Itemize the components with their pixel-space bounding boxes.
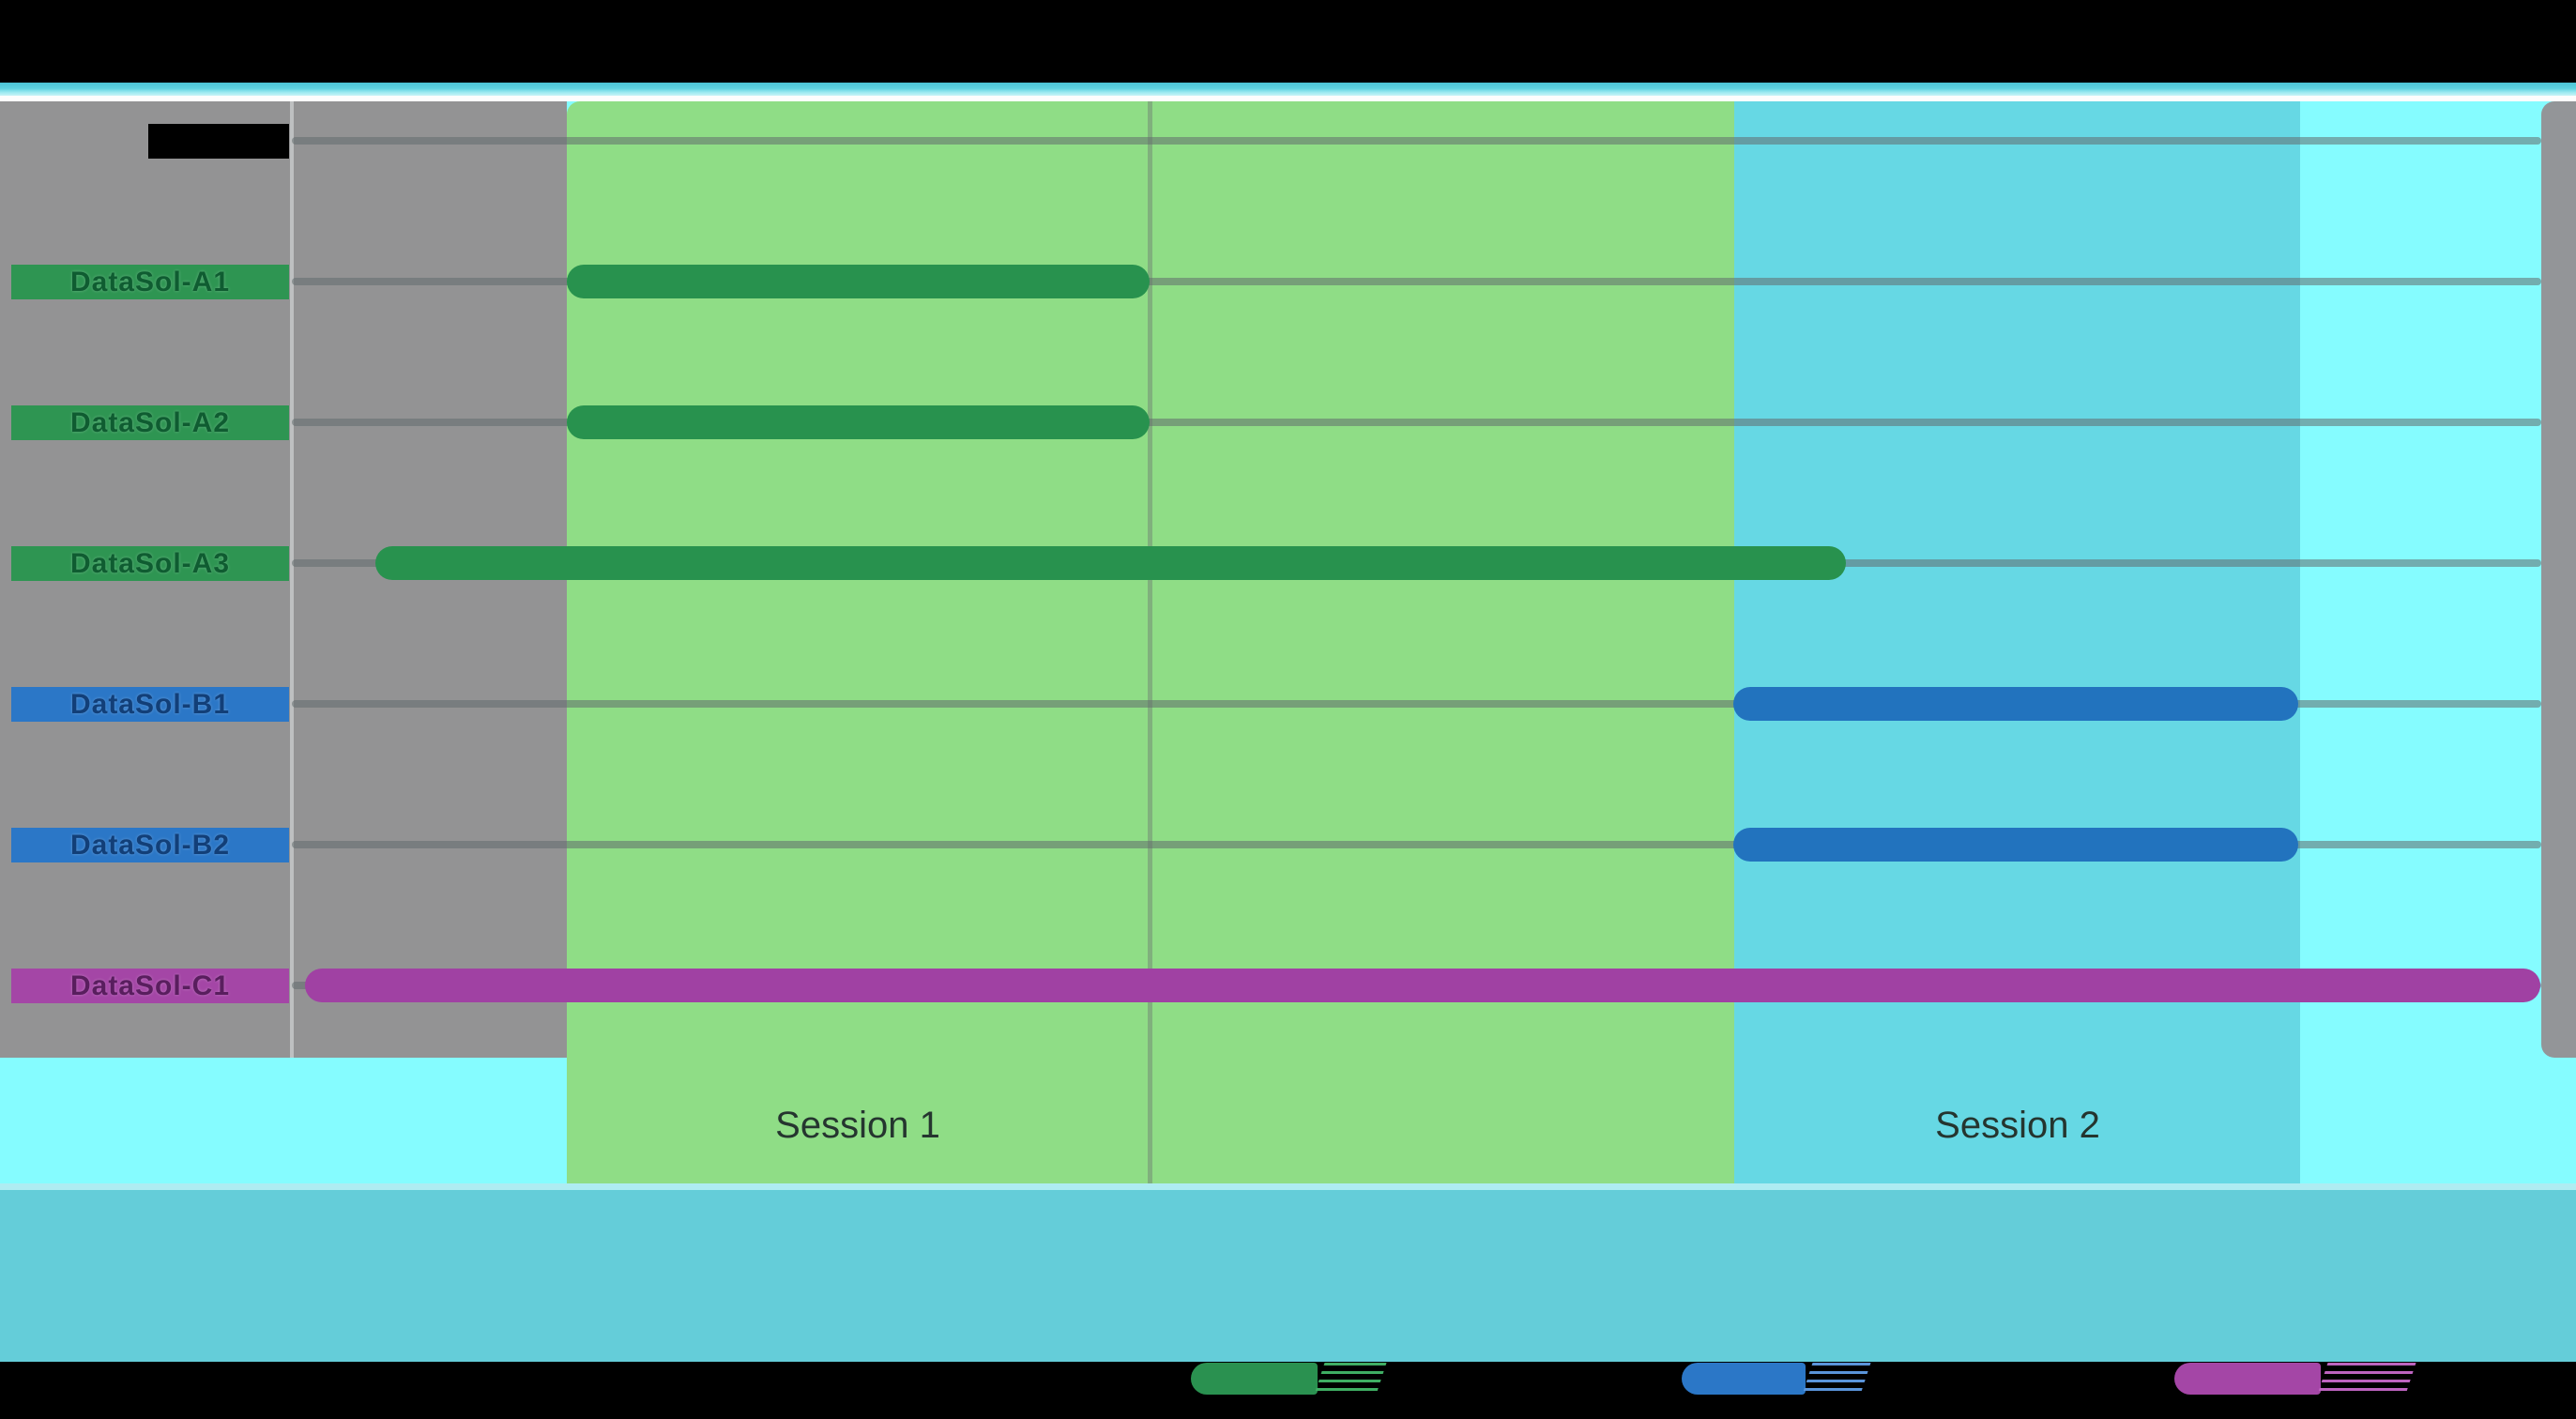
legend-label-redacted-group-C [2317, 1363, 2416, 1395]
task-label-pill: DataSol-C1 [11, 969, 289, 1003]
task-column-header-redacted: Task [148, 124, 289, 159]
row-gridline [292, 419, 2541, 426]
task-bar [1733, 828, 2298, 862]
top-divider-line [0, 96, 2576, 101]
task-label-pill: DataSol-A3 [11, 546, 289, 581]
top-title-bar [0, 0, 2576, 83]
session-band-2 [1734, 101, 2300, 1190]
row-gridline [292, 841, 2541, 848]
task-label-pill: DataSol-A1 [11, 265, 289, 299]
legend-swatch-group-A [1191, 1363, 1318, 1395]
top-cyan-strip [0, 83, 2576, 96]
right-gray-panel [2541, 101, 2576, 1058]
task-bar [1733, 687, 2298, 721]
task-bar [375, 546, 1846, 580]
task-label-pill: DataSol-B2 [11, 828, 289, 862]
legend-label-redacted-group-A [1314, 1363, 1387, 1395]
session-label-1: Session 1 [775, 1105, 940, 1146]
task-label-pill: DataSol-B1 [11, 687, 289, 722]
task-bar [305, 969, 2540, 1002]
task-bar [567, 265, 1150, 298]
row-gridline [292, 137, 2541, 145]
row-gridline [292, 278, 2541, 285]
task-label-pill: DataSol-A2 [11, 405, 289, 440]
task-bar [567, 405, 1150, 439]
legend-swatch-group-C [2174, 1363, 2321, 1395]
legend-swatch-group-B [1682, 1363, 1806, 1395]
bottom-teal-strip [0, 1183, 2576, 1362]
legend-label-redacted-group-B [1802, 1363, 1871, 1395]
row-gridline [292, 700, 2541, 708]
label-gutter-divider [290, 101, 294, 1058]
session-label-2: Session 2 [1935, 1105, 2100, 1146]
vertical-gridline [1148, 101, 1152, 1190]
